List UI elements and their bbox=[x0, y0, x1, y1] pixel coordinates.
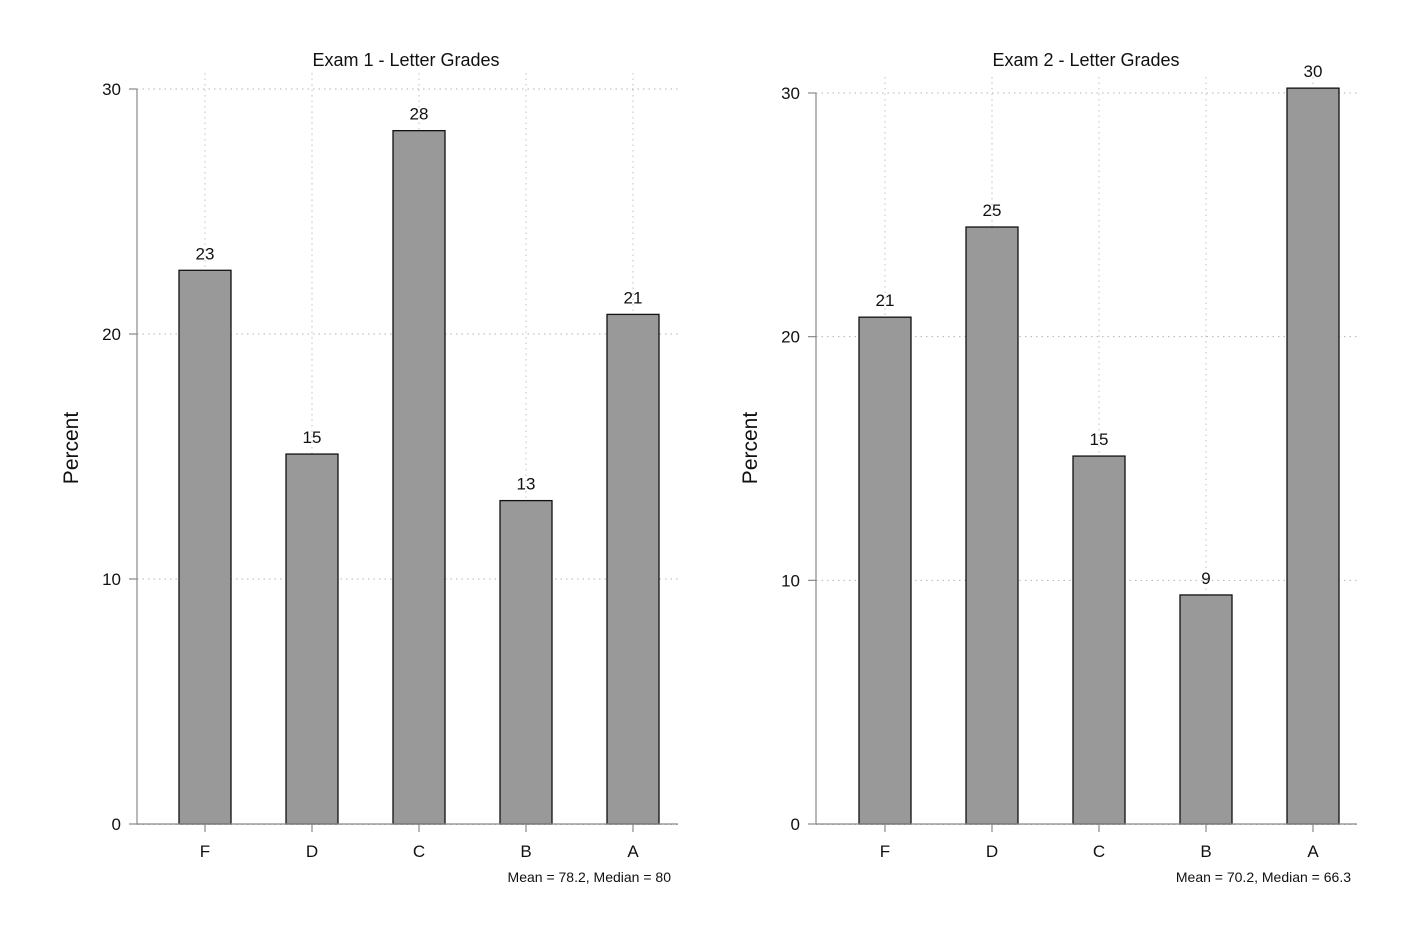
y-tick-label: 20 bbox=[102, 325, 121, 344]
bar-value-label: 21 bbox=[624, 288, 643, 307]
y-tick-label: 30 bbox=[102, 80, 121, 99]
bar-b bbox=[499, 499, 553, 825]
bar-value-label: 25 bbox=[983, 201, 1002, 220]
chart-title: Exam 2 - Letter Grades bbox=[992, 50, 1179, 70]
chart-title: Exam 1 - Letter Grades bbox=[312, 50, 499, 70]
x-tick-label: C bbox=[1093, 842, 1105, 861]
x-tick-label: D bbox=[986, 842, 998, 861]
bar-value-label: 28 bbox=[410, 105, 429, 124]
y-axis-label: Percent bbox=[60, 412, 83, 485]
bar-value-label: 21 bbox=[876, 291, 895, 310]
bar-value-label: 15 bbox=[303, 428, 322, 447]
y-tick-label: 0 bbox=[112, 815, 121, 834]
x-tick-label: B bbox=[1200, 842, 1211, 861]
bar-value-label: 15 bbox=[1090, 430, 1109, 449]
bar-value-label: 9 bbox=[1201, 569, 1210, 588]
x-tick-label: A bbox=[1307, 842, 1319, 861]
bar-c bbox=[392, 129, 446, 825]
x-tick-label: A bbox=[627, 842, 639, 861]
exam-1-chart: Exam 1 - Letter Grades Percent Mean = 78… bbox=[60, 50, 678, 885]
bar-a bbox=[1286, 87, 1340, 825]
bar-value-label: 13 bbox=[517, 475, 536, 494]
x-tick-label: F bbox=[880, 842, 890, 861]
x-tick-label: F bbox=[200, 842, 210, 861]
bar-f bbox=[858, 316, 912, 825]
y-tick-label: 0 bbox=[791, 815, 800, 834]
summary-note: Mean = 70.2, Median = 66.3 bbox=[1176, 869, 1351, 885]
bar-c bbox=[1072, 455, 1126, 825]
summary-note: Mean = 78.2, Median = 80 bbox=[508, 869, 672, 885]
bar-f bbox=[178, 269, 232, 825]
bar-value-label: 30 bbox=[1304, 62, 1323, 81]
x-tick-label: C bbox=[413, 842, 425, 861]
x-tick-label: D bbox=[306, 842, 318, 861]
y-tick-label: 10 bbox=[781, 571, 800, 590]
exam-2-chart: Exam 2 - Letter Grades Percent Mean = 70… bbox=[739, 50, 1357, 885]
bar-d bbox=[965, 226, 1019, 825]
y-tick-label: 10 bbox=[102, 570, 121, 589]
x-tick-label: B bbox=[520, 842, 531, 861]
y-axis-label: Percent bbox=[739, 412, 762, 485]
bar-b bbox=[1179, 594, 1233, 825]
y-tick-label: 30 bbox=[781, 84, 800, 103]
bar-d bbox=[285, 453, 339, 825]
y-tick-label: 20 bbox=[781, 328, 800, 347]
bar-value-label: 23 bbox=[196, 244, 215, 263]
bar-a bbox=[606, 313, 660, 825]
